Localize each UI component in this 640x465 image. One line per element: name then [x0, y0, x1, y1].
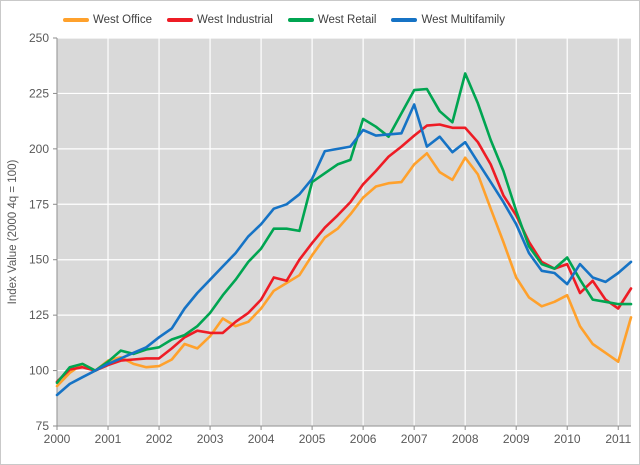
y-tick-label: 100: [29, 364, 49, 378]
series-line-west-multifamily: [55, 103, 633, 397]
legend-swatch-west-office: [63, 18, 89, 22]
y-tick-label: 250: [29, 31, 49, 45]
legend-item-west-industrial: West Industrial: [167, 14, 273, 26]
y-tick-label: 75: [36, 419, 50, 433]
x-tick-label: 2000: [44, 432, 71, 446]
x-tick-label: 2007: [401, 432, 428, 446]
y-tick-label: 225: [29, 86, 49, 100]
legend-swatch-west-retail: [287, 18, 314, 22]
y-axis-title: Index Value (2000 4q = 100): [7, 159, 19, 305]
legend-item-west-office: West Office: [63, 14, 152, 26]
chart-legend: West Office West Industrial West Retail Wes…: [63, 11, 520, 29]
x-tick-label: 2004: [248, 432, 275, 446]
legend-label: West Office: [93, 14, 153, 26]
legend-swatch-west-industrial: [167, 18, 194, 22]
plot-area: [57, 38, 631, 426]
x-tick-label: 2001: [95, 432, 122, 446]
x-tick-label: 2003: [197, 432, 224, 446]
y-tick-label: 175: [29, 197, 49, 211]
legend-item-west-multifamily: West Multifamily: [391, 14, 505, 26]
x-tick-label: 2002: [146, 432, 173, 446]
x-tick-label: 2008: [452, 432, 479, 446]
x-tick-label: 2011: [605, 432, 631, 446]
x-tick-label: 2009: [503, 432, 530, 446]
legend-item-west-retail: West Retail: [287, 14, 377, 26]
y-tick-label: 125: [29, 308, 49, 322]
y-tick-label: 150: [29, 253, 49, 267]
legend-label: West Industrial: [197, 14, 273, 26]
x-tick-label: 2005: [299, 432, 326, 446]
x-tick-label: 2010: [554, 432, 581, 446]
legend-swatch-west-multifamily: [391, 18, 418, 22]
series-line-west-office: [55, 152, 633, 388]
legend-label: West Retail: [317, 14, 377, 26]
legend-label: West Multifamily: [421, 14, 505, 26]
x-tick-label: 2006: [350, 432, 377, 446]
series-line-west-retail: [55, 72, 633, 385]
series-line-west-industrial: [55, 123, 633, 384]
y-tick-label: 200: [29, 142, 49, 156]
